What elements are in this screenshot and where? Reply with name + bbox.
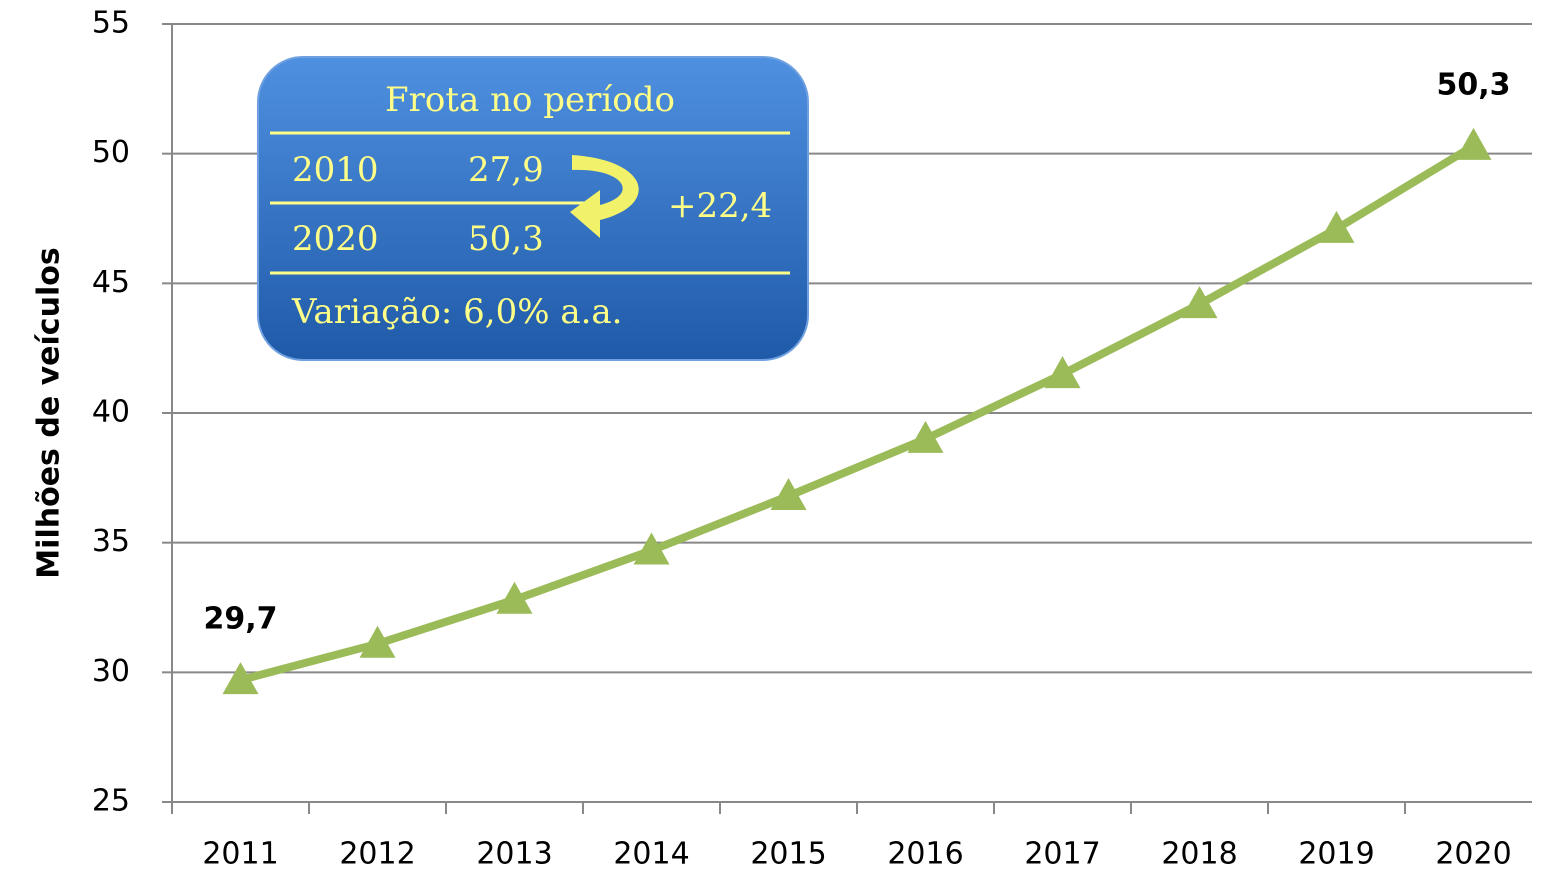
y-tick-label: 45 xyxy=(92,265,130,300)
data-label: 29,7 xyxy=(203,602,277,637)
marker xyxy=(907,420,944,453)
x-tick-label: 2018 xyxy=(1161,837,1237,872)
marker xyxy=(496,581,533,614)
marker xyxy=(1181,286,1218,319)
plot: 29,7 50,3 xyxy=(203,67,1511,695)
marker xyxy=(633,532,670,565)
y-tick-label: 25 xyxy=(92,784,130,819)
x-tick-label: 2011 xyxy=(202,837,278,872)
inset-cell: 50,3 xyxy=(468,219,544,259)
y-axis-label: Milhões de veículos xyxy=(32,247,67,578)
y-tick-label: 40 xyxy=(92,395,130,430)
x-tick-label: 2015 xyxy=(750,837,826,872)
marker xyxy=(1318,210,1355,243)
y-tick-label: 30 xyxy=(92,654,130,689)
inset-change: +22,4 xyxy=(668,186,772,226)
inset: Frota no período 2010 27,9 2020 50,3 +22… xyxy=(257,56,809,361)
grid: 25 30 35 40 45 50 55 2011 2012 2013 2014 2015 2016 20… xyxy=(92,6,1532,872)
inset-note: Variação: 6,0% a.a. xyxy=(291,292,623,332)
series-line xyxy=(239,142,1476,684)
inset-cell: 2020 xyxy=(292,219,379,259)
inset-cell: 2010 xyxy=(292,150,379,190)
inset-cell: 27,9 xyxy=(468,150,544,190)
y-tick-label: 55 xyxy=(92,6,130,41)
y-tick-label: 35 xyxy=(92,524,130,559)
marker xyxy=(359,625,396,658)
x-tick-label: 2016 xyxy=(887,837,963,872)
inset-title: Frota no período xyxy=(385,80,675,120)
inset-arrow xyxy=(570,155,639,238)
x-tick-label: 2014 xyxy=(613,837,689,872)
y-tick-label: 50 xyxy=(92,135,130,170)
x-tick-label: 2020 xyxy=(1435,837,1511,872)
marker xyxy=(770,477,807,510)
data-label: 50,3 xyxy=(1436,67,1510,102)
x-tick-label: 2013 xyxy=(476,837,552,872)
marker xyxy=(222,662,259,695)
x-tick-label: 2017 xyxy=(1024,837,1100,872)
marker xyxy=(1455,127,1492,160)
marker xyxy=(1044,356,1081,389)
x-tick-label: 2012 xyxy=(339,837,415,872)
x-tick-label: 2019 xyxy=(1298,837,1374,872)
